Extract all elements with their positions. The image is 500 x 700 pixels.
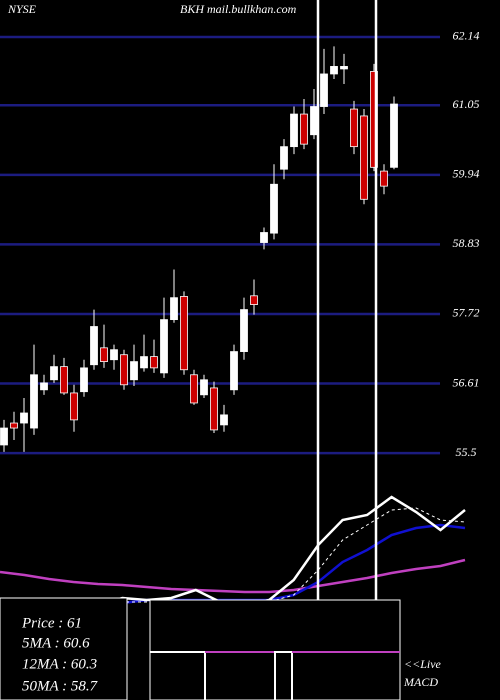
candle-body: [60, 366, 68, 394]
info-line: 50MA : 58.7: [22, 678, 99, 694]
candle-body: [300, 113, 308, 145]
symbol-label: BKH mail.bullkhan.com: [180, 2, 297, 16]
candle-body: [330, 66, 338, 75]
candle-body: [260, 232, 268, 243]
candle-body: [150, 356, 158, 369]
box-line: [274, 651, 293, 700]
candle-body: [160, 319, 168, 374]
info-line: 5MA : 60.6: [22, 635, 90, 651]
candle-body: [30, 374, 38, 429]
y-tick-label: 55.5: [456, 445, 477, 459]
candle-body: [20, 412, 28, 424]
indicator-line: [0, 558, 466, 594]
candle-body: [340, 66, 348, 70]
y-tick-label: 57.72: [453, 306, 480, 320]
live-label: <<Live: [404, 657, 442, 671]
plot-area: 62.14 61.05 59.94 58.83 57.72 56.61 55.5: [0, 29, 480, 612]
candle-body: [240, 309, 248, 352]
candle-body: [90, 326, 98, 366]
y-tick-label: 56.61: [453, 375, 480, 389]
candle-body: [70, 392, 78, 421]
candle-body: [100, 347, 108, 363]
y-tick-label: 61.05: [453, 97, 480, 111]
candle-body: [200, 379, 208, 396]
candle-body: [210, 387, 218, 431]
info-box: Price : 61 5MA : 60.6 12MA : 60.3 50MA :…: [0, 597, 128, 700]
exchange-label: NYSE: [7, 2, 37, 16]
candle-body: [0, 427, 8, 446]
candle-body: [80, 367, 88, 393]
candle-body: [220, 414, 228, 426]
candle-body: [40, 382, 48, 391]
box: [0, 597, 128, 700]
candle-body: [250, 295, 258, 305]
histogram-box: [149, 599, 401, 700]
info-line: Price : 61: [21, 615, 82, 631]
candle-body: [310, 106, 318, 136]
candle-body: [120, 354, 128, 386]
candle-body: [190, 374, 198, 404]
y-tick-label: 59.94: [453, 167, 480, 181]
candle-body: [360, 115, 368, 200]
candle-body: [350, 108, 358, 148]
candle-body: [280, 146, 288, 170]
candle-body: [170, 297, 178, 321]
candle-body: [290, 113, 298, 148]
candle-body: [110, 349, 118, 361]
candle-body: [390, 103, 398, 168]
indicator-line: [0, 507, 466, 603]
candle-body: [140, 356, 148, 369]
candle-body: [10, 422, 18, 429]
candle-body: [320, 73, 328, 107]
candle-body: [270, 183, 278, 234]
y-tick-label: 58.83: [453, 236, 480, 250]
candle-body: [180, 296, 188, 371]
live-label: MACD: [403, 675, 438, 689]
candle-body: [370, 71, 378, 168]
candle-body: [50, 366, 58, 381]
candle-body: [380, 170, 388, 187]
candle-body: [130, 361, 138, 381]
info-line: 12MA : 60.3: [22, 656, 97, 672]
candle-body: [230, 351, 238, 391]
y-tick-label: 62.14: [453, 29, 480, 43]
